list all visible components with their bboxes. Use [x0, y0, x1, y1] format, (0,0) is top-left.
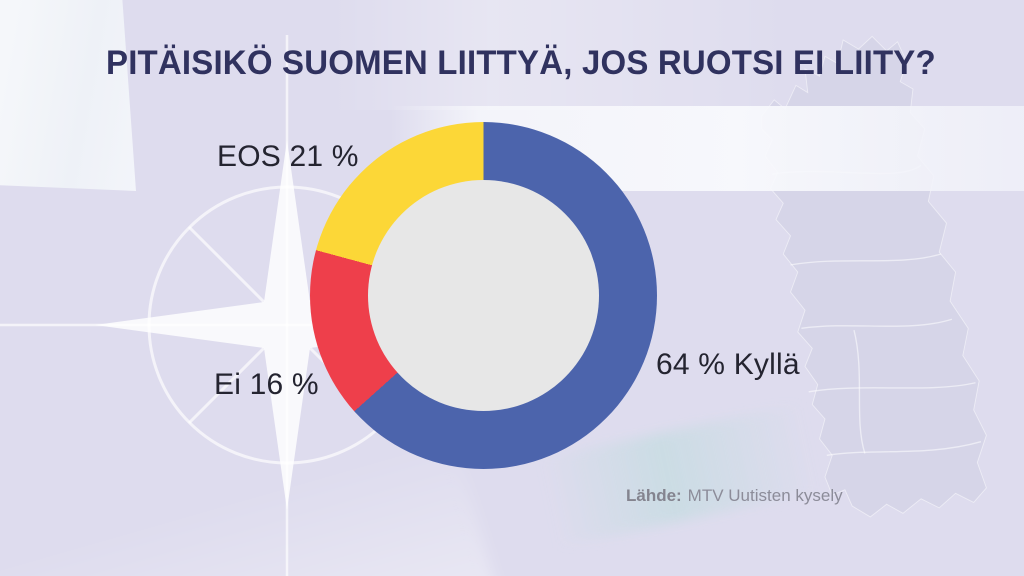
slice-label-eos: EOS 21 % [217, 140, 359, 173]
source-text: MTV Uutisten kysely [687, 486, 843, 505]
light-sheen [330, 0, 790, 110]
flag-corner-patch [0, 0, 136, 191]
donut-ring [310, 122, 657, 469]
chart-title: PITÄISIKÖ SUOMEN LIITTYÄ, JOS RUOTSI EI … [106, 44, 936, 82]
slice-label-kylla: 64 % Kyllä [656, 348, 800, 381]
source-line: Lähde: MTV Uutisten kysely [626, 486, 843, 506]
donut-hole [368, 180, 599, 411]
slice-label-ei: Ei 16 % [214, 368, 319, 401]
source-prefix: Lähde: [626, 486, 682, 505]
